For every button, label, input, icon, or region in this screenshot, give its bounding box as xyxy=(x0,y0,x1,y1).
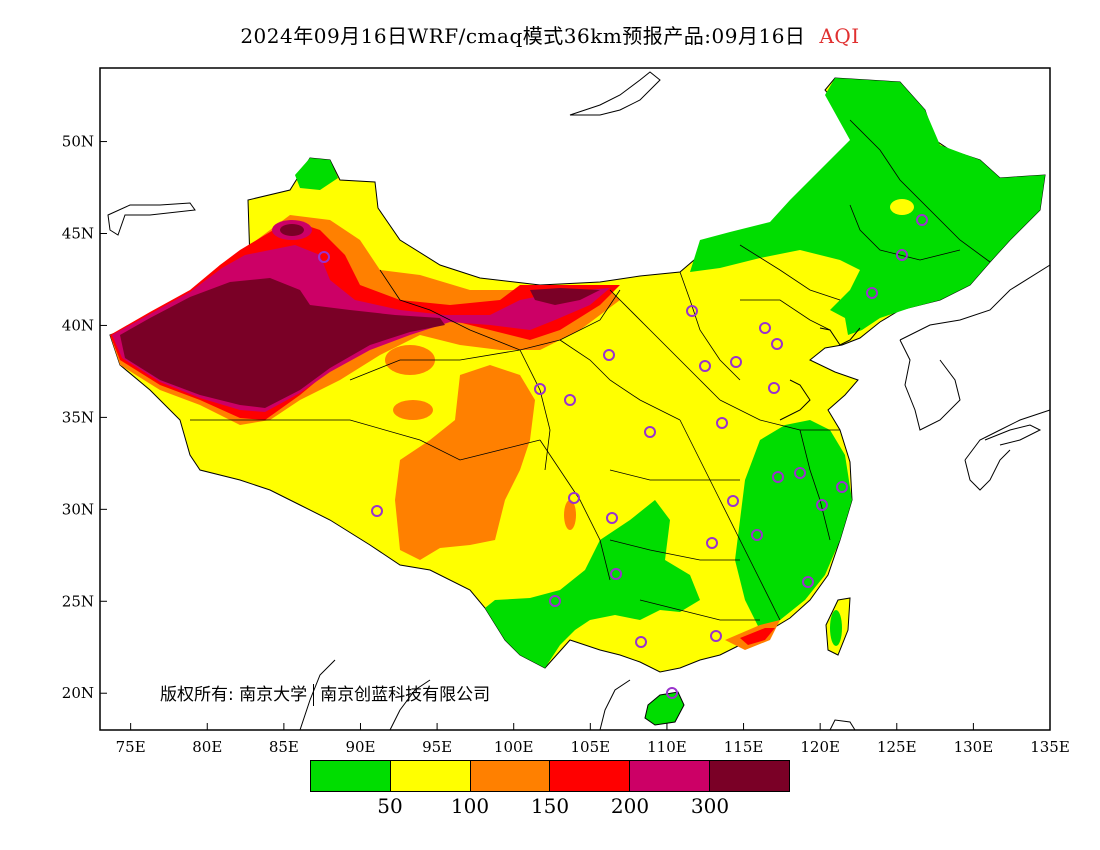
copyright-separator xyxy=(313,684,315,706)
x-tick-label: 125E xyxy=(877,738,917,756)
y-tick-label: 20N xyxy=(62,684,94,702)
region-red-guangdong xyxy=(740,628,775,645)
region-orange-patch-2 xyxy=(393,400,433,420)
title-variable: AQI xyxy=(819,24,860,48)
station-marker xyxy=(706,537,718,549)
copyright-label: 版权所有: xyxy=(160,685,234,705)
x-tick-label: 90E xyxy=(345,738,375,756)
station-marker xyxy=(836,481,848,493)
x-tick-label: 75E xyxy=(116,738,146,756)
station-marker xyxy=(686,305,698,317)
copyright-org-cl: 南京创蓝科技有限公司 xyxy=(320,685,491,705)
station-marker xyxy=(866,287,878,299)
x-tick-label: 85E xyxy=(269,738,299,756)
legend-swatch xyxy=(311,761,391,791)
legend-threshold-label: 150 xyxy=(530,794,570,818)
station-marker xyxy=(606,512,618,524)
station-marker xyxy=(751,529,763,541)
x-tick-label: 95E xyxy=(422,738,452,756)
x-axis: 75E 80E 85E 90E 95E 100E 105E 110E 115E 120E 125E 1… xyxy=(116,723,1070,756)
y-tick-label: 35N xyxy=(62,408,94,426)
legend-threshold-label: 100 xyxy=(450,794,490,818)
station-marker xyxy=(730,356,742,368)
x-tick-label: 135E xyxy=(1030,738,1070,756)
x-tick-label: 100E xyxy=(494,738,534,756)
y-tick-label: 30N xyxy=(62,500,94,518)
y-tick-label: 50N xyxy=(62,133,94,151)
legend-swatch xyxy=(630,761,711,791)
station-marker xyxy=(644,426,656,438)
region-orange-patch-3 xyxy=(564,500,576,530)
station-marker xyxy=(896,249,908,261)
station-marker xyxy=(318,251,330,263)
region-yellow-ne-patch xyxy=(890,199,914,215)
station-marker xyxy=(635,636,647,648)
station-marker xyxy=(568,492,580,504)
station-marker xyxy=(534,383,546,395)
region-maroon-gansu xyxy=(530,288,600,305)
region-green-northeast xyxy=(690,78,1045,335)
station-marker xyxy=(802,576,814,588)
station-marker xyxy=(610,568,622,580)
station-marker xyxy=(916,214,928,226)
color-legend xyxy=(310,760,790,792)
station-marker xyxy=(716,417,728,429)
station-marker xyxy=(771,338,783,350)
region-maroon-north xyxy=(280,224,304,236)
station-marker xyxy=(772,471,784,483)
station-marker xyxy=(759,322,771,334)
station-marker xyxy=(549,595,561,607)
legend-swatch xyxy=(470,761,551,791)
legend-swatch xyxy=(550,761,631,791)
station-markers xyxy=(318,214,928,699)
x-tick-label: 80E xyxy=(192,738,222,756)
map-title: 2024年09月16日WRF/cmaq模式36km预报产品:09月16日 AQI xyxy=(0,20,1100,49)
station-marker xyxy=(699,360,711,372)
region-maroon-tarim xyxy=(120,278,445,408)
title-main: 2024年09月16日WRF/cmaq模式36km预报产品:09月16日 xyxy=(240,24,806,48)
legend-swatch xyxy=(390,761,471,791)
y-tick-label: 25N xyxy=(62,592,94,610)
x-tick-label: 130E xyxy=(954,738,994,756)
station-marker xyxy=(564,394,576,406)
station-marker xyxy=(768,382,780,394)
map-frame xyxy=(99,67,1051,731)
legend-threshold-label: 50 xyxy=(377,794,403,818)
region-green-taiwan xyxy=(830,610,842,646)
y-axis: 50N 45N 40N 35N 30N 25N 20N xyxy=(62,133,107,702)
legend-threshold-label: 300 xyxy=(690,794,730,818)
y-tick-label: 40N xyxy=(62,316,94,334)
station-marker xyxy=(603,349,615,361)
legend-threshold-label: 200 xyxy=(610,794,650,818)
y-tick-label: 45N xyxy=(62,225,94,243)
region-green-southwest xyxy=(485,500,700,668)
station-marker xyxy=(727,495,739,507)
copyright-org-nju: 南京大学 xyxy=(239,685,308,705)
station-marker xyxy=(371,505,383,517)
station-marker xyxy=(816,499,828,511)
station-marker xyxy=(710,630,722,642)
region-green-hainan xyxy=(644,691,685,726)
station-marker xyxy=(794,467,806,479)
x-tick-label: 115E xyxy=(724,738,764,756)
x-tick-label: 110E xyxy=(647,738,687,756)
copyright-notice: 版权所有: 南京大学 南京创蓝科技有限公司 xyxy=(160,680,490,706)
x-tick-label: 105E xyxy=(571,738,611,756)
coastlines xyxy=(107,71,1051,731)
region-green-southeast xyxy=(735,420,852,630)
x-tick-label: 120E xyxy=(800,738,840,756)
region-orange-tibet xyxy=(395,365,535,560)
station-marker xyxy=(666,687,678,699)
province-boundaries xyxy=(190,119,991,621)
region-green-xinjiang-north xyxy=(295,158,338,190)
legend-swatch xyxy=(710,761,789,791)
